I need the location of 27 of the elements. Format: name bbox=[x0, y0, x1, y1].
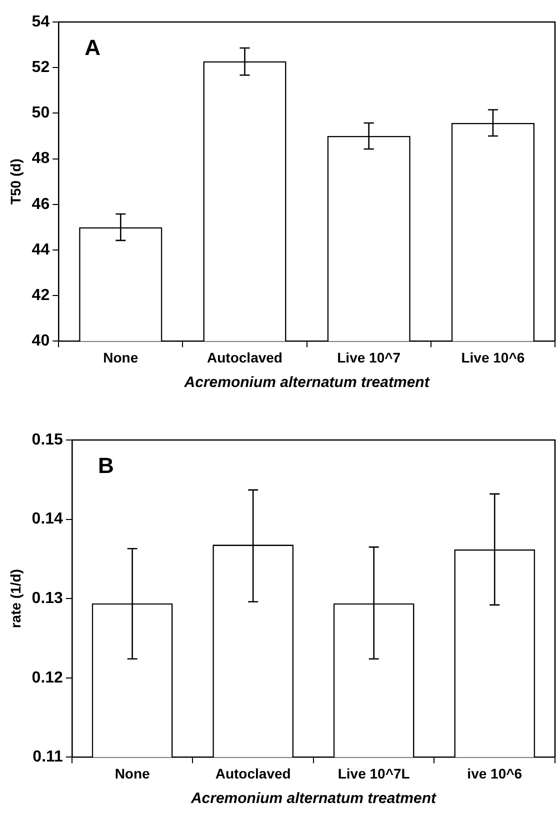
annotation: A bbox=[84, 35, 101, 60]
x-tick-label: Live 10^7L bbox=[338, 765, 410, 782]
x-tick-label: None bbox=[114, 765, 150, 782]
y-tick-label: 0.12 bbox=[32, 669, 64, 686]
x-tick-label: None bbox=[103, 349, 138, 366]
x-axis-title: Acremonium alternatum treatment bbox=[183, 374, 430, 392]
y-tick-label: 0.11 bbox=[32, 748, 64, 766]
y-tick-label: 50 bbox=[32, 104, 50, 122]
x-tick-label: Autoclaved bbox=[207, 349, 282, 366]
y-tick-label: 52 bbox=[32, 59, 50, 76]
y-tick-label: 40 bbox=[32, 332, 50, 350]
x-axis-title: Acremonium alternatum treatment bbox=[190, 790, 437, 808]
x-tick-label: Autoclaved bbox=[215, 765, 291, 782]
y-tick-label: 0.13 bbox=[32, 590, 64, 608]
y-tick-label: 0.14 bbox=[32, 510, 64, 528]
y-tick-label: 0.15 bbox=[32, 431, 64, 448]
x-tick-label: Live 10^7 bbox=[337, 349, 401, 366]
y-axis-title: T50 (d) bbox=[7, 158, 24, 205]
x-tick-label: Live 10^6 bbox=[461, 349, 525, 366]
y-tick-label: 46 bbox=[32, 196, 50, 213]
y-tick-label: 54 bbox=[32, 13, 50, 30]
y-tick-label: 44 bbox=[32, 241, 50, 258]
y-axis-title: rate (1/d) bbox=[7, 569, 24, 628]
x-tick-label: ive 10^6 bbox=[467, 765, 522, 782]
y-tick-label: 42 bbox=[32, 287, 50, 304]
annotation: B bbox=[98, 453, 114, 478]
y-tick-label: 48 bbox=[32, 150, 50, 168]
